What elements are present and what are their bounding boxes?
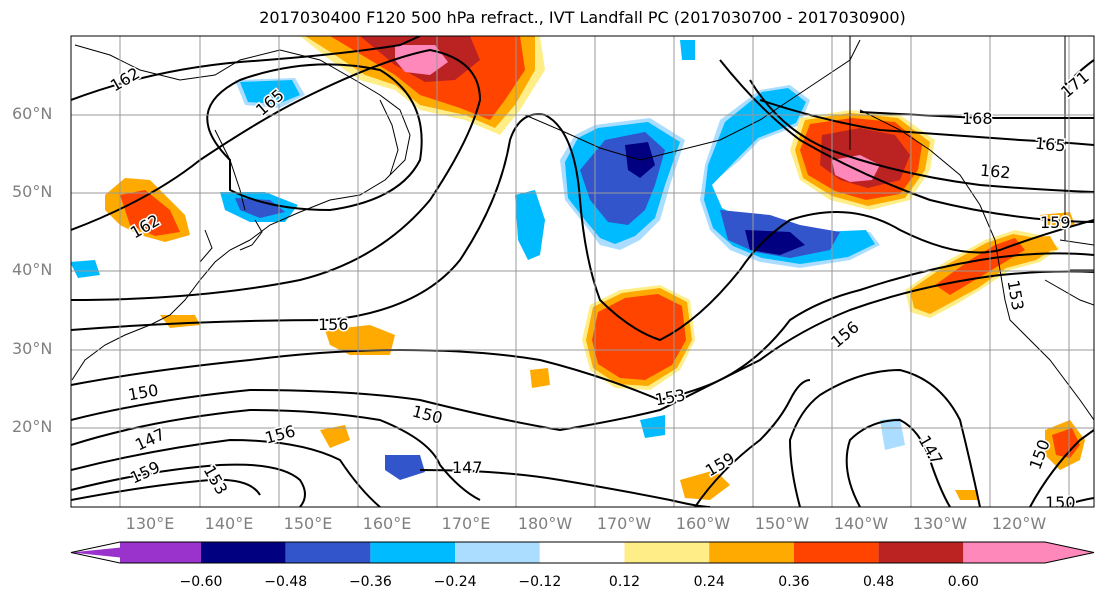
contour-label: 159 xyxy=(1040,213,1071,232)
colorbar-segment xyxy=(793,542,879,563)
latitude-label: 30°N xyxy=(12,339,53,358)
longitude-label: 180°W xyxy=(517,514,573,533)
colorbar-segment xyxy=(539,542,625,563)
colorbar-tick-label: −0.24 xyxy=(433,574,477,590)
colorbar-extend-high xyxy=(1045,542,1094,563)
colorbar-tick-label: 0.24 xyxy=(693,574,725,590)
contour-label: 162 xyxy=(979,161,1011,183)
latitude-label: 60°N xyxy=(12,104,53,123)
longitude-label: 160°W xyxy=(675,514,731,533)
colorbar xyxy=(70,541,1095,564)
latitude-label: 20°N xyxy=(12,417,53,436)
colorbar-segment xyxy=(878,542,964,563)
longitude-label: 150°W xyxy=(754,514,810,533)
colorbar-segment xyxy=(120,542,201,563)
colorbar-tick-label: −0.12 xyxy=(518,574,562,590)
colorbar-segment xyxy=(285,542,371,563)
colorbar-segment xyxy=(963,542,1045,563)
longitude-label: 130°W xyxy=(912,514,968,533)
longitude-label: 130°E xyxy=(125,514,175,533)
contour-label: 150 xyxy=(1045,493,1076,512)
map-title: 2017030400 F120 500 hPa refract., IVT La… xyxy=(259,8,906,27)
map-frame xyxy=(70,35,1095,508)
colorbar-segment xyxy=(370,542,456,563)
latitude-label: 50°N xyxy=(12,182,53,201)
colorbar-tick-label: −0.60 xyxy=(179,574,223,590)
colorbar-tick-label: 0.60 xyxy=(947,574,979,590)
colorbar-segment xyxy=(201,542,286,563)
contour-label: 156 xyxy=(318,315,349,334)
contour-lines xyxy=(71,36,1094,507)
colorbar-segment xyxy=(455,542,540,563)
contour-label: 165 xyxy=(1034,134,1066,156)
colorbar-tick-label: 0.36 xyxy=(778,574,810,590)
colorbar-segment xyxy=(709,542,794,563)
anomaly-fills xyxy=(71,36,1085,500)
colorbar-tick-label: 0.12 xyxy=(608,574,641,590)
longitude-label: 170°W xyxy=(596,514,652,533)
latitude-label: 40°N xyxy=(12,260,53,279)
longitude-label: 140°E xyxy=(204,514,254,533)
longitude-label: 140°W xyxy=(833,514,889,533)
colorbar-tick-label: 0.48 xyxy=(863,574,895,590)
longitude-label: 160°E xyxy=(362,514,412,533)
colorbar-tick-label: −0.48 xyxy=(264,574,308,590)
longitude-label: 150°E xyxy=(283,514,333,533)
longitude-label: 170°E xyxy=(441,514,491,533)
colorbar-tick-label: −0.36 xyxy=(348,574,392,590)
contour-label: 147 xyxy=(452,458,483,477)
graticule xyxy=(71,36,1094,507)
contour-label: 168 xyxy=(962,109,993,128)
longitude-label: 120°W xyxy=(991,514,1047,533)
colorbar-segment xyxy=(624,542,710,563)
colorbar-outline xyxy=(70,541,1095,564)
contour-label: 153 xyxy=(1004,278,1028,311)
